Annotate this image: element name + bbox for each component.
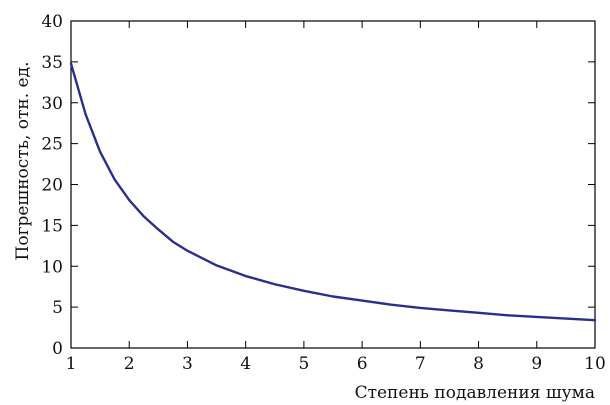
y-axis-ticks — [71, 20, 595, 349]
x-tick-label: 9 — [531, 354, 542, 374]
y-axis-tick-labels: 0 5 10 15 20 25 30 35 40 — [41, 12, 63, 359]
y-tick-label: 20 — [41, 176, 63, 196]
y-tick-label: 25 — [41, 135, 63, 155]
x-tick-label: 5 — [298, 354, 309, 374]
x-tick-label: 8 — [473, 354, 484, 374]
x-tick-label: 10 — [584, 354, 606, 374]
x-tick-label: 7 — [415, 354, 426, 374]
y-tick-label: 35 — [41, 53, 63, 73]
y-tick-label: 15 — [41, 216, 63, 236]
plot-area — [70, 20, 596, 349]
x-tick-label: 4 — [240, 354, 251, 374]
y-tick-label: 10 — [41, 257, 63, 277]
y-tick-label: 40 — [41, 12, 63, 32]
x-axis-label: Степень подавления шума — [355, 383, 595, 403]
x-axis-tick-labels: 1 2 3 4 5 6 7 8 9 10 — [66, 354, 606, 374]
y-tick-label: 0 — [52, 339, 63, 359]
series-line — [69, 62, 597, 322]
y-tick-label: 30 — [41, 94, 63, 114]
x-tick-label: 2 — [124, 354, 135, 374]
series-layer — [69, 62, 597, 322]
x-tick-label: 6 — [357, 354, 368, 374]
y-tick-label: 5 — [52, 298, 63, 318]
x-axis-ticks — [70, 21, 596, 348]
x-tick-label: 1 — [66, 354, 77, 374]
x-tick-label: 3 — [182, 354, 193, 374]
y-axis-label: Погрешность, отн. ед. — [13, 62, 33, 261]
